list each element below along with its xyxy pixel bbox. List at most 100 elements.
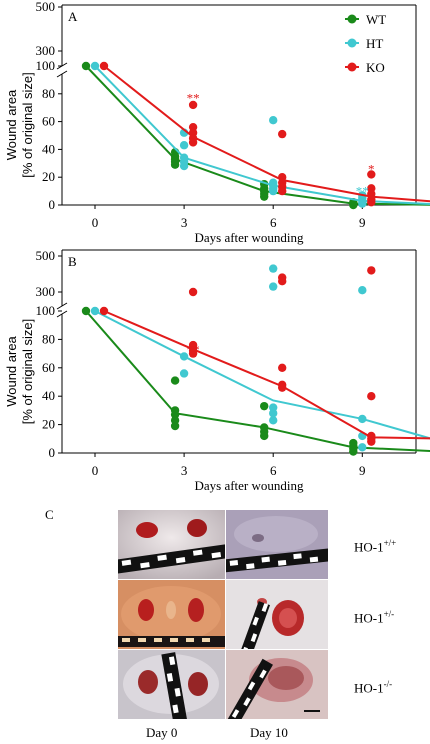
data-point-ht — [358, 286, 367, 295]
data-point-wt — [170, 160, 180, 169]
y-axis-label: Wound area — [4, 335, 19, 406]
data-point-ht — [269, 264, 278, 273]
genotype-label-wt: HO-1+/+ — [354, 538, 397, 555]
axis-break-mark — [56, 302, 68, 310]
y-tick-label: 300 — [36, 43, 56, 58]
photo-ko-day10 — [226, 650, 328, 719]
photo-wt-day0 — [118, 510, 225, 579]
data-point-wt — [170, 421, 180, 431]
genotype-label-ht: HO-1+/- — [354, 609, 395, 626]
significance-mark: ** — [187, 91, 200, 106]
y-axis-label-unit: [% of original size] — [20, 319, 35, 425]
mean-line-ht — [94, 65, 430, 205]
x-tick-label: 0 — [92, 463, 99, 478]
column-label-day10: Day 10 — [250, 725, 288, 740]
y-tick-label: 100 — [36, 303, 56, 318]
data-point-ko — [367, 198, 376, 207]
data-point-ht — [358, 199, 367, 208]
data-point-ko — [278, 383, 287, 392]
x-tick-label: 0 — [92, 215, 99, 230]
data-point-ko — [367, 392, 376, 401]
data-point-ht — [179, 161, 189, 171]
legend-label-ko: KO — [366, 60, 385, 75]
data-point-ht — [358, 443, 367, 452]
data-point-ko — [278, 363, 287, 372]
data-point-wt — [81, 61, 91, 71]
mean-line-wt — [85, 310, 430, 452]
data-point-ht — [269, 282, 278, 291]
data-point-wt — [260, 192, 269, 201]
chart-panel-a: 02040608010030050003691215Days after wou… — [4, 0, 430, 245]
data-point-ko — [367, 266, 376, 275]
x-axis-label: Days after wounding — [194, 230, 304, 245]
x-tick-label: 9 — [359, 215, 366, 230]
data-point-ko — [99, 61, 109, 71]
mean-line-ko — [103, 65, 430, 203]
y-tick-label: 500 — [36, 248, 56, 263]
data-point-ko — [188, 138, 198, 147]
legend-label-ht: HT — [366, 36, 383, 51]
x-axis-label: Days after wounding — [194, 478, 304, 493]
data-point-ko — [278, 277, 287, 286]
y-tick-label: 100 — [36, 58, 56, 73]
y-tick-label: 60 — [42, 360, 55, 375]
y-axis-label-unit: [% of original size] — [20, 72, 35, 178]
y-tick-label: 20 — [42, 417, 55, 432]
data-point-wt — [260, 401, 269, 411]
y-tick-label: 0 — [49, 445, 56, 460]
data-point-wt — [260, 431, 269, 441]
y-tick-label: 80 — [42, 86, 55, 101]
data-point-ko — [188, 287, 198, 297]
data-point-ht — [269, 416, 278, 425]
x-tick-label: 6 — [270, 215, 277, 230]
x-tick-label: 6 — [270, 463, 277, 478]
data-point-ko — [188, 100, 198, 110]
legend-label-wt: WT — [366, 12, 386, 27]
photo-ko-day0 — [118, 650, 225, 719]
data-point-ko — [367, 437, 376, 446]
y-tick-label: 500 — [36, 0, 56, 14]
photo-wt-day10 — [226, 510, 328, 579]
y-tick-label: 300 — [36, 284, 56, 299]
significance-mark: ** — [356, 184, 369, 199]
data-point-ht — [358, 414, 367, 424]
data-point-ht — [269, 186, 278, 196]
x-tick-label: 3 — [181, 215, 188, 230]
data-point-ht — [179, 141, 189, 150]
significance-mark: ** — [187, 342, 200, 357]
data-point-ht — [90, 306, 100, 316]
photo-ht-day10 — [226, 580, 328, 649]
mean-line-ko — [103, 310, 430, 440]
y-axis-label: Wound area — [4, 89, 19, 160]
chart-panel-b: 02040608010030050003691215Days after wou… — [4, 248, 430, 493]
y-tick-label: 40 — [42, 388, 55, 403]
data-point-wt — [81, 306, 91, 316]
axis-break-mark — [56, 70, 68, 78]
data-point-ht — [269, 116, 278, 125]
data-point-ko — [188, 349, 198, 358]
y-tick-label: 60 — [42, 114, 55, 129]
x-tick-label: 3 — [181, 463, 188, 478]
data-point-ht — [269, 409, 278, 418]
data-point-ko — [278, 186, 287, 196]
mean-line-ht — [94, 310, 430, 440]
data-point-wt — [349, 447, 358, 456]
genotype-label-ko: HO-1-/- — [354, 679, 393, 696]
y-tick-label: 0 — [49, 197, 56, 212]
panel-label: A — [68, 9, 78, 24]
data-point-ko — [278, 129, 287, 139]
mean-line-wt — [85, 65, 430, 206]
data-point-ko — [99, 306, 109, 316]
data-point-ht — [179, 352, 189, 361]
y-tick-label: 80 — [42, 331, 55, 346]
photo-ht-day0 — [118, 580, 225, 649]
data-point-wt — [349, 200, 358, 210]
panel-label: B — [68, 254, 77, 269]
data-point-wt — [170, 376, 180, 385]
data-point-ht — [179, 369, 189, 378]
data-point-ht — [90, 61, 100, 71]
y-tick-label: 20 — [42, 169, 55, 184]
data-point-ko — [367, 170, 376, 179]
y-tick-label: 40 — [42, 141, 55, 156]
